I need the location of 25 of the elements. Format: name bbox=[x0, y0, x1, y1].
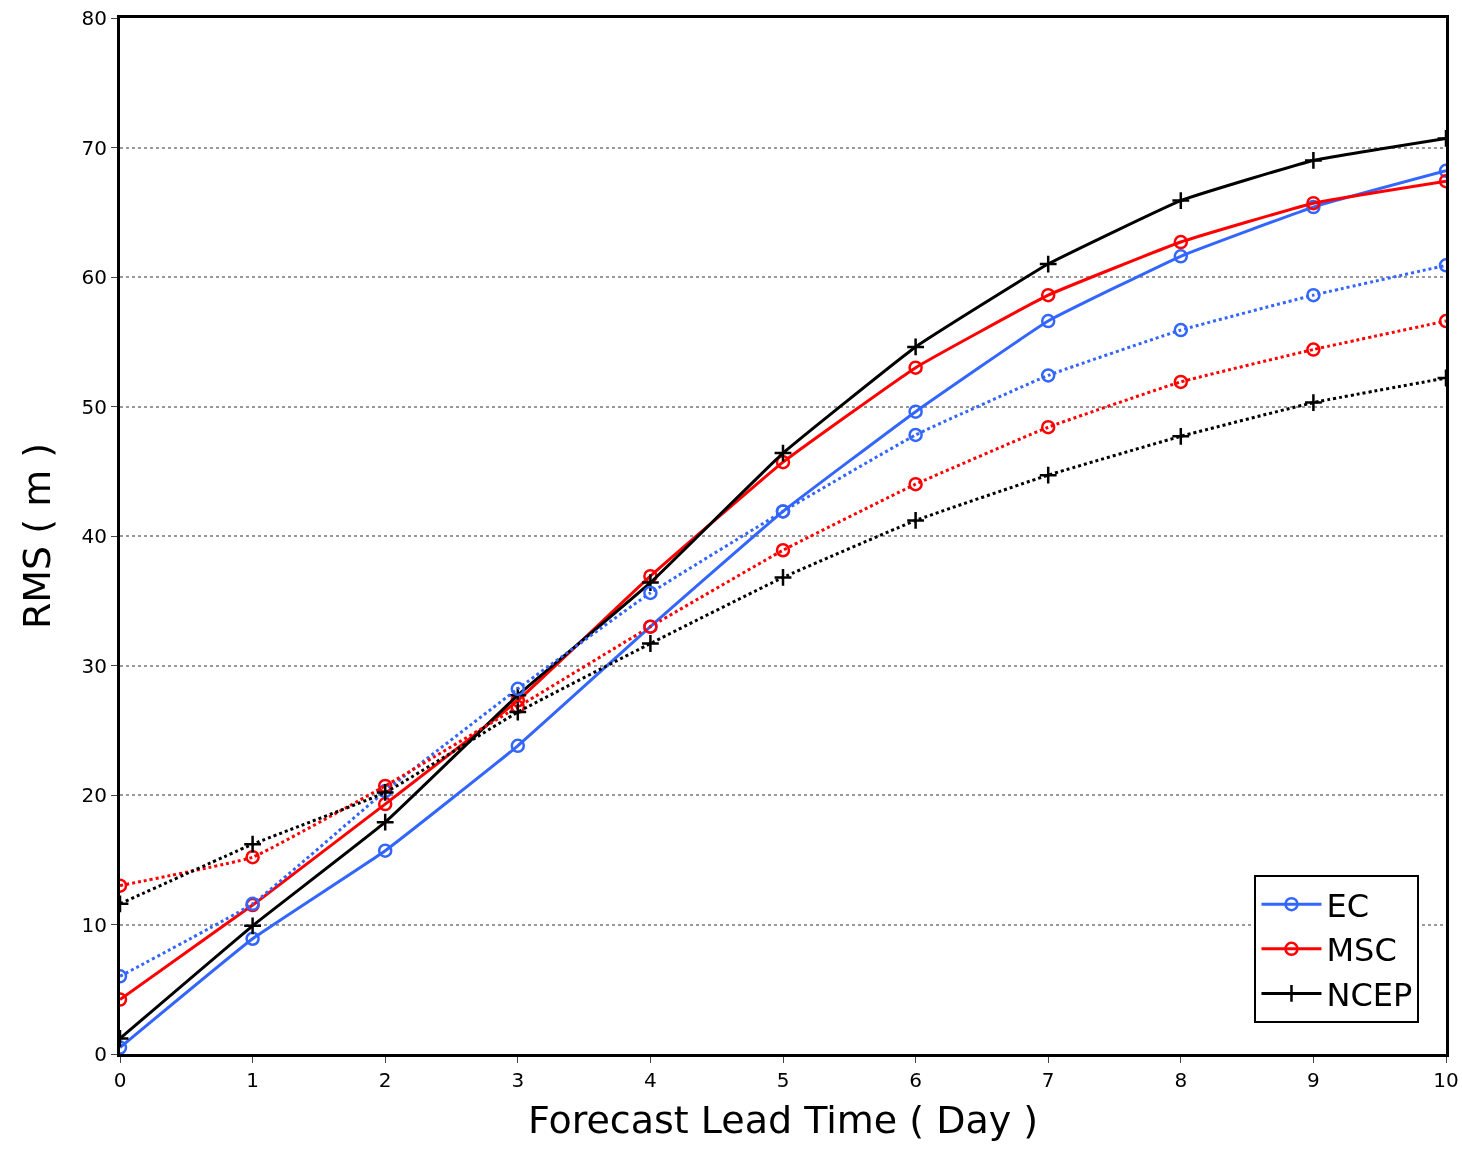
legend-label: NCEP bbox=[1326, 975, 1413, 1014]
x-axis-title: Forecast Lead Time ( Day ) bbox=[527, 1098, 1039, 1143]
y-tick-label: 80 bbox=[81, 6, 107, 30]
y-tick-label: 10 bbox=[81, 912, 107, 937]
x-tick-label: 9 bbox=[1307, 1068, 1320, 1092]
x-tick-label: 3 bbox=[511, 1068, 525, 1092]
x-tick-label: 5 bbox=[776, 1068, 790, 1092]
x-tick-label: 2 bbox=[378, 1068, 392, 1092]
x-tick-label: 0 bbox=[113, 1068, 127, 1092]
y-tick-label: 50 bbox=[81, 394, 107, 419]
x-tick-label: 4 bbox=[644, 1068, 657, 1092]
x-tick-label: 1 bbox=[246, 1068, 259, 1092]
y-tick-label: 20 bbox=[81, 783, 107, 807]
x-tick-label: 7 bbox=[1041, 1068, 1055, 1092]
legend-label: MSC bbox=[1326, 931, 1397, 970]
y-tick-label: 70 bbox=[81, 135, 107, 160]
x-tick-label: 10 bbox=[1433, 1068, 1459, 1092]
y-axis-title: RMS ( m ) bbox=[14, 442, 59, 630]
x-tick-label: 6 bbox=[909, 1068, 922, 1092]
legend-label: EC bbox=[1326, 886, 1370, 925]
x-tick-label: 8 bbox=[1174, 1068, 1188, 1092]
y-tick-label: 40 bbox=[81, 524, 107, 548]
y-tick-label: 30 bbox=[81, 653, 107, 678]
y-tick-label: 0 bbox=[94, 1042, 107, 1066]
y-tick-label: 60 bbox=[81, 265, 107, 289]
